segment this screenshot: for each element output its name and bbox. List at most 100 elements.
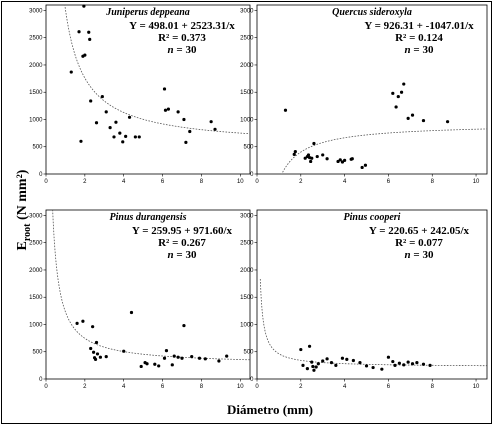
data-point	[415, 361, 419, 365]
y-tick-label: 2000	[29, 268, 43, 274]
x-tick-label: 4	[122, 384, 126, 390]
data-point	[89, 346, 93, 351]
data-point	[88, 37, 92, 41]
data-point	[421, 118, 426, 123]
sample-size-value: = 30	[174, 44, 197, 56]
y-tick-label: 1000	[29, 322, 43, 328]
x-tick-label: 4	[122, 179, 126, 185]
r-squared: R² = 0.077	[395, 237, 443, 249]
data-point	[188, 129, 192, 134]
data-point	[393, 363, 397, 367]
sample-size: n = 30	[405, 44, 434, 56]
data-point	[325, 157, 329, 161]
x-tick-label: 2	[83, 179, 87, 185]
data-point	[79, 139, 83, 143]
y-tick-label: 1000	[240, 322, 254, 328]
data-point	[121, 140, 125, 144]
plot-frame	[45, 209, 251, 380]
data-point	[345, 357, 349, 361]
x-tick-label: 6	[161, 179, 165, 185]
data-point	[137, 135, 141, 139]
y-tick-label: 2000	[240, 268, 254, 274]
plot-frame	[256, 4, 488, 175]
y-tick-label: 2000	[240, 63, 254, 69]
y-tick-label: 0	[250, 377, 254, 383]
data-point	[122, 349, 126, 353]
data-point	[217, 359, 221, 363]
data-point	[176, 355, 180, 359]
x-tick-label: 2	[83, 384, 87, 390]
data-point	[340, 356, 345, 360]
data-point	[190, 355, 194, 359]
data-point	[283, 108, 288, 112]
y-tick-label: 2500	[29, 241, 43, 247]
data-point	[129, 310, 134, 315]
data-point	[139, 364, 143, 369]
data-point	[118, 131, 122, 135]
fit-curve	[281, 128, 487, 174]
r-squared: R² = 0.267	[158, 237, 206, 249]
x-tick-label: 2	[299, 384, 303, 390]
data-point	[89, 99, 93, 103]
data-point	[209, 120, 213, 124]
y-tick-label: 1000	[240, 117, 254, 123]
data-point	[410, 113, 415, 117]
sample-size-value: = 30	[174, 249, 197, 261]
panel-pinus-durangensis: 0 2 4 6 8 10 0 500 1000 1500 2000 2500 3000 Pinus dur…	[29, 209, 251, 390]
data-point	[203, 357, 207, 361]
data-point	[406, 116, 410, 120]
data-point	[343, 158, 347, 162]
x-tick-label: 10	[473, 384, 480, 390]
y-tick-label: 500	[243, 145, 254, 151]
data-point	[182, 323, 186, 328]
data-point	[314, 365, 318, 369]
sample-size-symbol: n	[168, 44, 174, 56]
y-tick-label: 1500	[29, 90, 43, 96]
data-point	[87, 30, 91, 34]
data-point	[98, 355, 102, 359]
data-point	[329, 361, 334, 365]
y-tick-label: 2500	[29, 36, 43, 42]
fit-equation: Y = 259.95 + 971.60/x	[132, 225, 233, 237]
data-point	[316, 362, 320, 366]
x-tick-label: 0	[44, 384, 48, 390]
x-tick-label: 8	[431, 384, 435, 390]
x-tick-label: 8	[200, 384, 204, 390]
x-tick-label: 6	[387, 384, 391, 390]
data-point	[350, 157, 354, 161]
data-point	[360, 165, 364, 170]
fit-equation: Y = 926.31 + -1047.01/x	[364, 20, 474, 32]
data-point	[363, 163, 368, 167]
sample-size-symbol: n	[405, 44, 411, 56]
data-point	[145, 362, 149, 366]
y-tick-label: 3000	[29, 213, 43, 219]
r-squared: R² = 0.124	[395, 32, 443, 44]
data-point	[127, 115, 132, 119]
y-tick-label: 3000	[29, 8, 43, 14]
data-point	[358, 361, 362, 365]
data-point	[391, 91, 395, 95]
data-point	[75, 321, 79, 325]
data-point	[95, 352, 100, 356]
data-point	[299, 347, 303, 352]
data-point	[301, 363, 305, 367]
x-tick-label: 4	[343, 384, 347, 390]
panel-juniperus-deppeana: 0 2 4 6 8 10 0 500 1000 1500 2000 2500 3000 Juniperus…	[29, 4, 251, 185]
fit-curve	[52, 210, 250, 361]
x-tick-label: 8	[431, 179, 435, 185]
y-tick-label: 1000	[29, 117, 43, 123]
y-tick-label: 1500	[29, 295, 43, 301]
data-point	[402, 363, 406, 367]
data-point	[315, 154, 319, 159]
y-tick-label: 3000	[240, 213, 254, 219]
x-tick-label: 10	[237, 179, 244, 185]
data-point	[293, 150, 297, 154]
data-point	[162, 87, 167, 91]
data-point	[310, 156, 314, 160]
data-point	[421, 362, 426, 366]
data-point	[371, 365, 375, 370]
data-point	[321, 153, 325, 157]
sample-size: n = 30	[405, 249, 434, 261]
